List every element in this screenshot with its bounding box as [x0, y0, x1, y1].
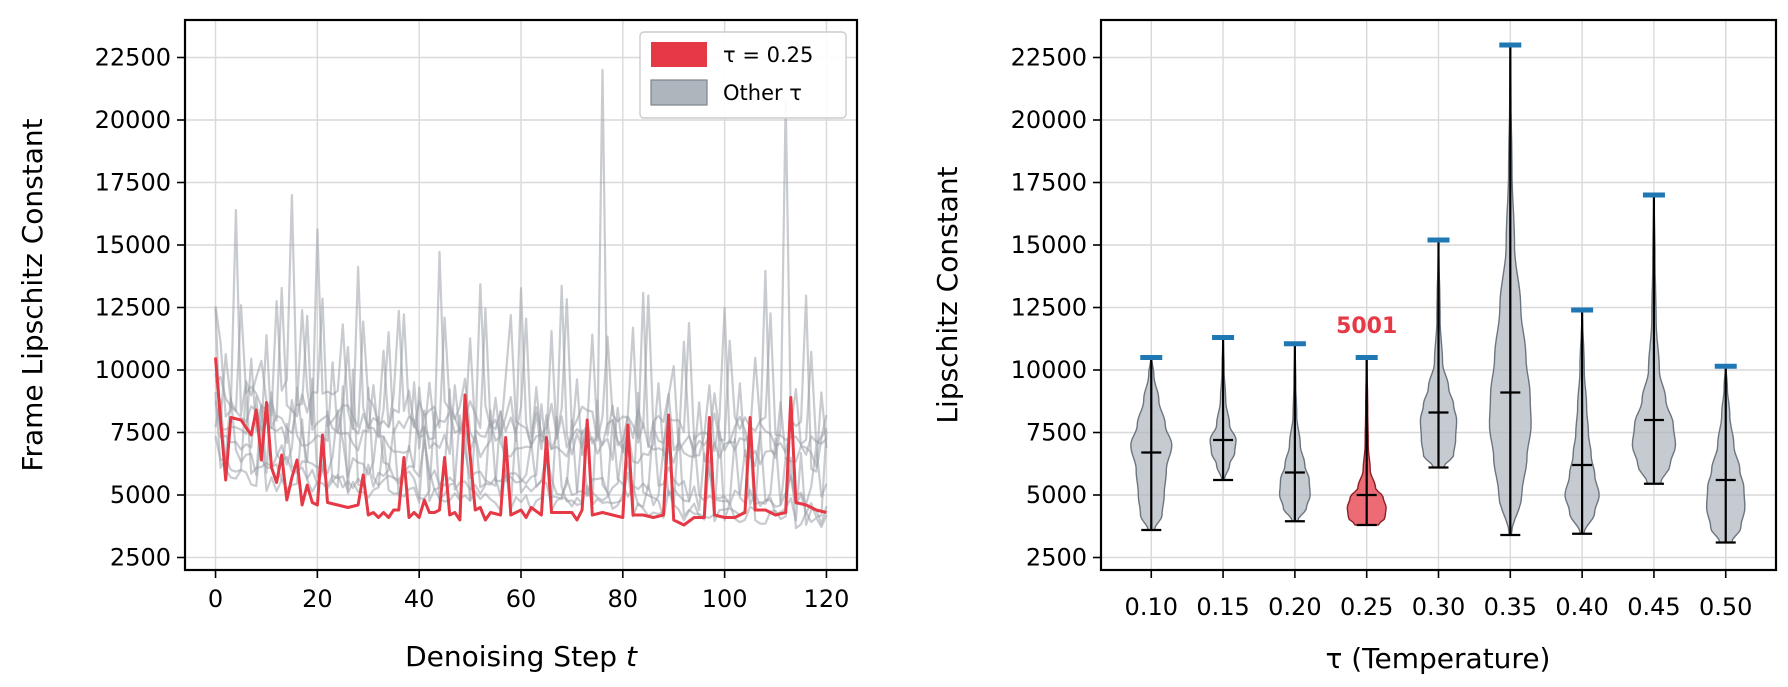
violin-0.20	[1278, 341, 1311, 523]
left-legend: τ = 0.25 Other τ	[639, 31, 847, 119]
violin-0.40	[1564, 307, 1600, 535]
right-y-ticks: 2500 5000 7500 10000 12500 15000 17500 20000 225…	[1011, 44, 1101, 572]
left-x-tick-label: 20	[302, 585, 333, 613]
left-highlight-line	[214, 357, 827, 527]
other-tau-line-0.40	[214, 368, 828, 527]
left-other-tau-lines	[214, 68, 828, 530]
legend-swatch-highlight	[651, 42, 707, 67]
legend-swatch-other	[650, 79, 708, 106]
right-y-tick-label: 12500	[1011, 294, 1087, 322]
left-y-tick-label: 15000	[95, 231, 171, 259]
left-y-ticks: 2500 5000 7500 10000 12500 15000 17500 20000 225…	[95, 44, 185, 572]
left-x-tick-label: 120	[804, 585, 850, 613]
right-x-ticks: 0.10 0.15 0.20 0.25 0.30 0.35 0.40 0.45 0.50	[1125, 570, 1752, 621]
right-y-tick-label: 22500	[1011, 44, 1087, 72]
right-y-tick-label: 7500	[1026, 419, 1087, 447]
right-x-tick-label: 0.15	[1196, 593, 1249, 621]
left-y-tick-label: 2500	[110, 544, 171, 572]
left-x-tick-label: 40	[404, 585, 435, 613]
left-y-tick-label: 17500	[95, 169, 171, 197]
right-x-tick-label: 0.10	[1125, 593, 1178, 621]
right-chart-panel: 0.10 0.15 0.20 0.25 0.30 0.35 0.40 0.45 0.50 250…	[931, 18, 1778, 675]
right-x-tick-label: 0.25	[1340, 593, 1393, 621]
right-y-tick-label: 5000	[1026, 481, 1087, 509]
annotation-5001: 5001	[1336, 314, 1397, 339]
left-y-tick-label: 10000	[95, 356, 171, 384]
legend-label-highlight: τ = 0.25	[723, 43, 813, 67]
right-y-tick-label: 2500	[1026, 544, 1087, 572]
right-x-tick-label: 0.30	[1412, 593, 1465, 621]
highlight-tau-0.25-line	[214, 357, 827, 527]
other-tau-line-0.15	[214, 357, 828, 468]
left-x-tick-label: 80	[608, 585, 639, 613]
right-x-tick-label: 0.40	[1555, 593, 1608, 621]
other-tau-line-0.30	[214, 286, 828, 446]
other-tau-line-0.45	[214, 314, 828, 456]
violin-0.50	[1705, 363, 1746, 544]
violin-0.30	[1419, 237, 1458, 469]
other-tau-line-0.35	[214, 68, 828, 473]
right-y-axis-label: Lipschitz Constant	[931, 166, 964, 423]
left-y-tick-label: 20000	[95, 106, 171, 134]
right-y-tick-label: 20000	[1011, 106, 1087, 134]
right-violins	[1130, 42, 1746, 544]
left-x-tick-label: 0	[208, 585, 223, 613]
left-y-tick-label: 22500	[95, 44, 171, 72]
legend-label-other: Other τ	[723, 81, 802, 105]
violin-0.15	[1209, 335, 1237, 482]
violin-0.10	[1130, 355, 1173, 532]
right-x-tick-label: 0.35	[1484, 593, 1537, 621]
left-chart-panel: 0 20 40 60 80 100 120 2500 5000 7500 10000 12500 15…	[16, 18, 859, 673]
right-x-tick-label: 0.45	[1627, 593, 1680, 621]
right-x-tick-label: 0.20	[1268, 593, 1321, 621]
right-y-tick-label: 10000	[1011, 356, 1087, 384]
violin-0.35	[1488, 42, 1532, 537]
left-x-tick-label: 60	[506, 585, 537, 613]
right-y-tick-label: 15000	[1011, 231, 1087, 259]
other-tau-line-0.50	[214, 385, 828, 530]
left-x-tick-label: 100	[702, 585, 748, 613]
left-y-tick-label: 12500	[95, 294, 171, 322]
left-y-tick-label: 7500	[110, 419, 171, 447]
left-y-axis-label: Frame Lipschitz Constant	[16, 118, 49, 471]
right-y-tick-label: 17500	[1011, 169, 1087, 197]
left-x-ticks: 0 20 40 60 80 100 120	[208, 570, 849, 613]
violin-0.45	[1631, 192, 1677, 485]
left-x-axis-label: Denoising Step t	[405, 640, 638, 673]
right-x-tick-label: 0.50	[1699, 593, 1752, 621]
left-y-tick-label: 5000	[110, 481, 171, 509]
right-x-axis-label: τ (Temperature)	[1326, 642, 1551, 675]
violin-0.25	[1346, 355, 1387, 527]
